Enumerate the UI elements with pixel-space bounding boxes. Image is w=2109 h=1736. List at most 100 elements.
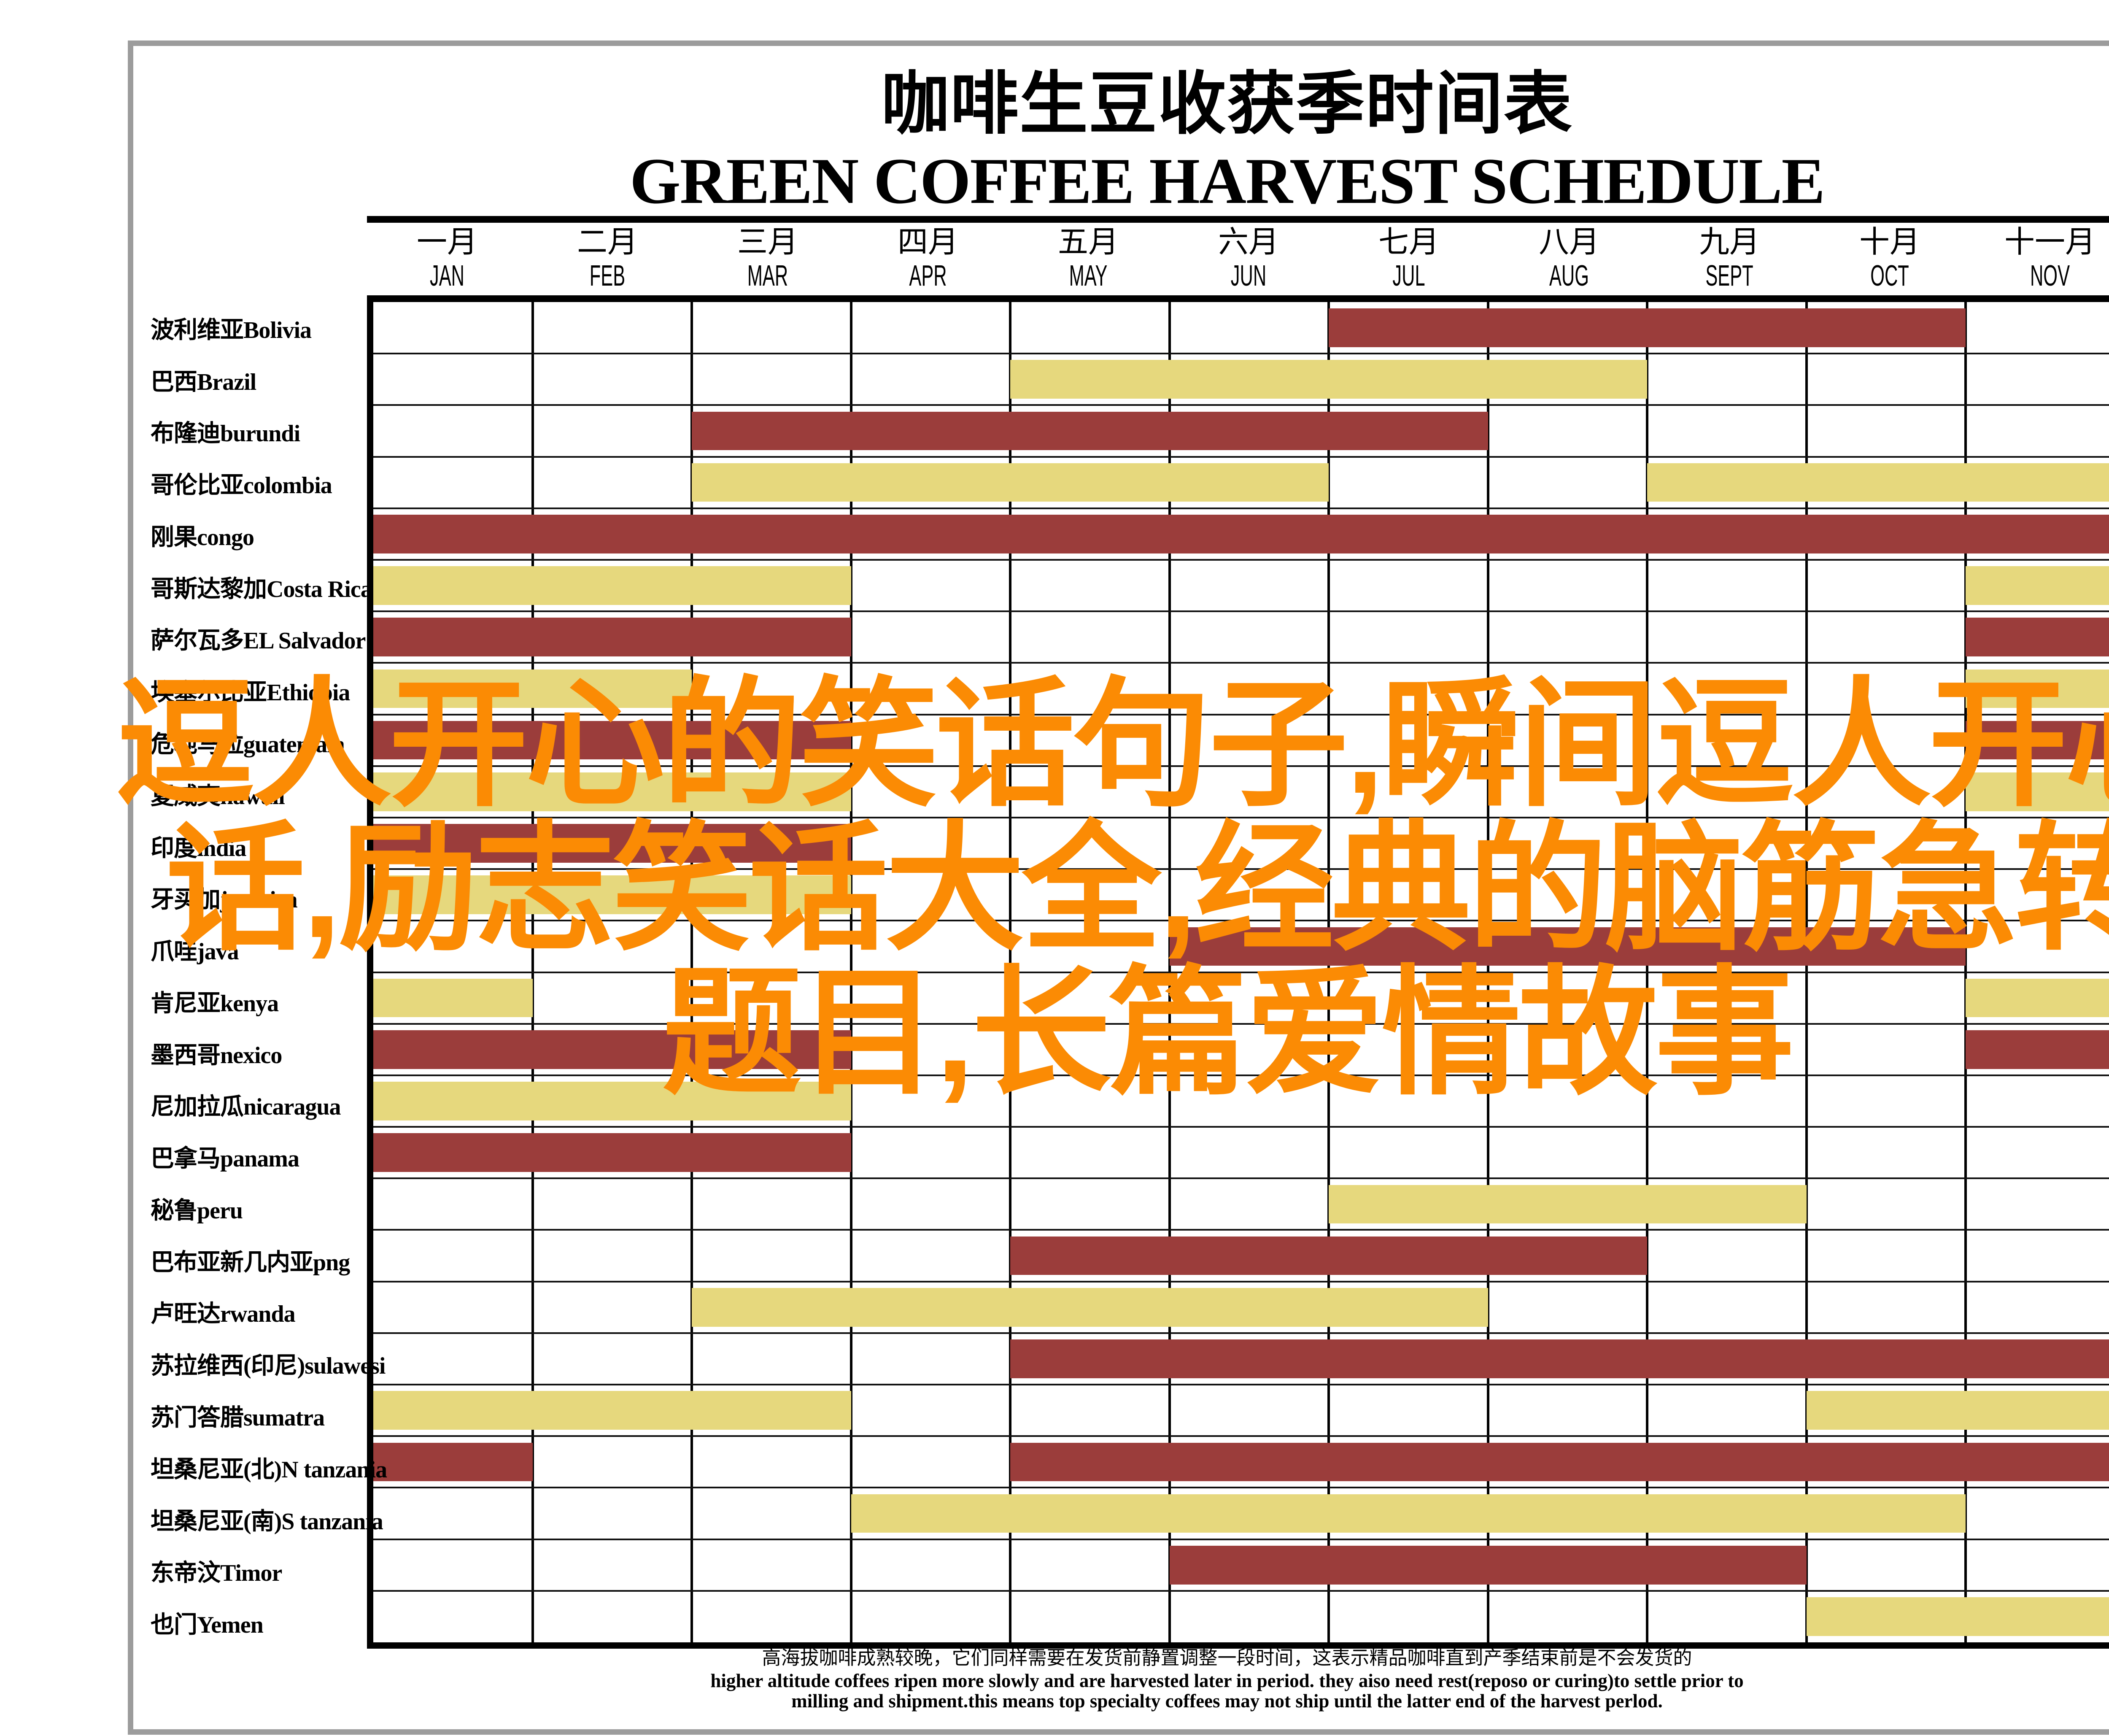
grid-hline (373, 816, 2109, 818)
row-label: 墨西哥nexico (151, 1042, 282, 1069)
row-label: 印度india (151, 835, 246, 861)
grid-hline (373, 1177, 2109, 1180)
month-cell-jun: 六月 JUN (1168, 223, 1329, 295)
month-cell-feb: 二月 FEB (527, 223, 688, 295)
month-label-cn: 四月 (897, 225, 958, 259)
month-label-cn: 八月 (1538, 225, 1599, 259)
grid-hline (373, 404, 2109, 406)
harvest-bar (692, 411, 1488, 451)
footer-note-en-1: higher altitude coffees ripen more slowl… (710, 1670, 1744, 1691)
harvest-bar (1329, 1185, 1807, 1224)
month-label-cn: 十一月 (2004, 225, 2096, 259)
grid-hline (373, 1590, 2109, 1592)
harvest-bar (373, 978, 533, 1018)
row-label: 波利维亚Bolivia (151, 317, 312, 343)
row-label: 爪哇java (151, 939, 239, 965)
grid-hline (373, 971, 2109, 973)
grid-hline (373, 353, 2109, 355)
harvest-bar (1010, 1442, 2109, 1482)
month-label-cn: 三月 (737, 225, 798, 259)
month-header: 一月 JAN 二月 FEB 三月 MAR 四月 APR 五月 MAY 六月 JUN 七月 JUL 八月 AUG… (367, 216, 2109, 302)
watermark-line-1: 逗人开心的笑话句子,瞬间逗人开心的 (116, 667, 2109, 822)
row-label: 巴西Brazil (151, 369, 256, 395)
month-cell-may: 五月 MAY (1008, 223, 1168, 295)
harvest-bar (1966, 1030, 2109, 1069)
row-label: 坦桑尼亚(北)N tanzania (151, 1456, 387, 1483)
grid-hline (373, 1229, 2109, 1231)
month-cell-apr: 四月 APR (848, 223, 1008, 295)
row-label: 巴布亚新几内亚png (151, 1249, 350, 1276)
harvest-bar (373, 566, 851, 605)
harvest-bar (851, 1494, 1966, 1533)
grid-hline (373, 1487, 2109, 1489)
outer-frame (128, 40, 2109, 1735)
harvest-bar (373, 1133, 851, 1172)
row-label: 巴拿马panama (151, 1146, 299, 1172)
month-label-cn: 一月 (416, 225, 477, 259)
harvest-bar (1010, 1236, 1647, 1275)
row-label: 哥斯达黎加Costa Rica (151, 576, 372, 602)
grid-hline (373, 507, 2109, 509)
row-label: 埃塞尔比亚Ethiopia (151, 680, 350, 706)
month-label-en: JAN (430, 259, 464, 292)
grid-hline (373, 1332, 2109, 1334)
row-label: 秘鲁peru (151, 1197, 243, 1224)
month-cell-nov: 十一月 NOV (1970, 223, 2109, 295)
harvest-bar (373, 721, 851, 760)
harvest-bar (1966, 978, 2109, 1018)
grid-hline (373, 559, 2109, 561)
harvest-bar (373, 618, 851, 657)
grid-hline (373, 868, 2109, 870)
row-label: 危地马拉guatemala (151, 732, 345, 758)
month-cell-jul: 七月 JUL (1329, 223, 1489, 295)
month-label-en: AUG (1549, 259, 1589, 292)
harvest-bar (1966, 566, 2109, 605)
harvest-bar (1010, 1339, 2109, 1378)
harvest-bar (1169, 1545, 1807, 1585)
harvest-bar (1806, 1597, 2109, 1636)
month-label-en: OCT (1870, 259, 1909, 292)
month-label-en: JUL (1392, 259, 1425, 292)
harvest-bar (692, 1288, 1488, 1327)
watermark-line-2: 话,励志笑话大全,经典的脑筋急转弯 (166, 811, 2109, 967)
harvest-bar (1329, 308, 1966, 347)
month-label-en: APR (909, 259, 947, 292)
row-label: 苏拉维西(印尼)sulawesi (151, 1353, 386, 1380)
month-label-cn: 五月 (1057, 225, 1119, 259)
month-cell-jan: 一月 JAN (367, 223, 527, 295)
row-label: 刚果congo (151, 524, 254, 551)
row-label: 坦桑尼亚(南)S tanzania (151, 1508, 383, 1535)
harvest-bar (1647, 463, 2109, 502)
harvest-bar (1169, 927, 1966, 966)
grid-hline (373, 1023, 2109, 1025)
month-label-cn: 六月 (1218, 225, 1279, 259)
grid-hline (373, 456, 2109, 458)
grid-hline (373, 765, 2109, 767)
row-label: 尼加拉瓜nicaragua (151, 1094, 341, 1120)
row-label: 夏威夷hawaii (151, 783, 285, 810)
month-cell-aug: 八月 AUG (1489, 223, 1649, 295)
month-label-cn: 十月 (1859, 225, 1920, 259)
row-label: 也门Yemen (151, 1612, 264, 1639)
harvest-grid (367, 302, 2109, 1649)
month-cell-oct: 十月 OCT (1810, 223, 1970, 295)
month-label-en: FEB (589, 259, 626, 292)
harvest-bar (1010, 360, 1647, 399)
month-cell-mar: 三月 MAR (688, 223, 848, 295)
harvest-bar (373, 875, 851, 915)
grid-hline (373, 920, 2109, 922)
harvest-bar (373, 669, 692, 708)
footer-note-en-2: milling and shipment.this means top spec… (791, 1690, 1663, 1712)
month-label-en: SEPT (1705, 259, 1753, 292)
harvest-bar (1966, 618, 2109, 657)
month-label-en: MAY (1069, 259, 1108, 292)
harvest-bar (373, 824, 851, 863)
harvest-bar (1966, 721, 2109, 760)
page-title-cn: 咖啡生豆收获季时间表 (881, 67, 1573, 143)
grid-hline (373, 713, 2109, 715)
grid-hline (373, 1126, 2109, 1128)
row-label: 哥伦比亚colombia (151, 472, 332, 499)
row-label: 布隆迪burundi (151, 421, 300, 447)
grid-hline (373, 1538, 2109, 1540)
row-label: 卢旺达rwanda (151, 1301, 296, 1328)
